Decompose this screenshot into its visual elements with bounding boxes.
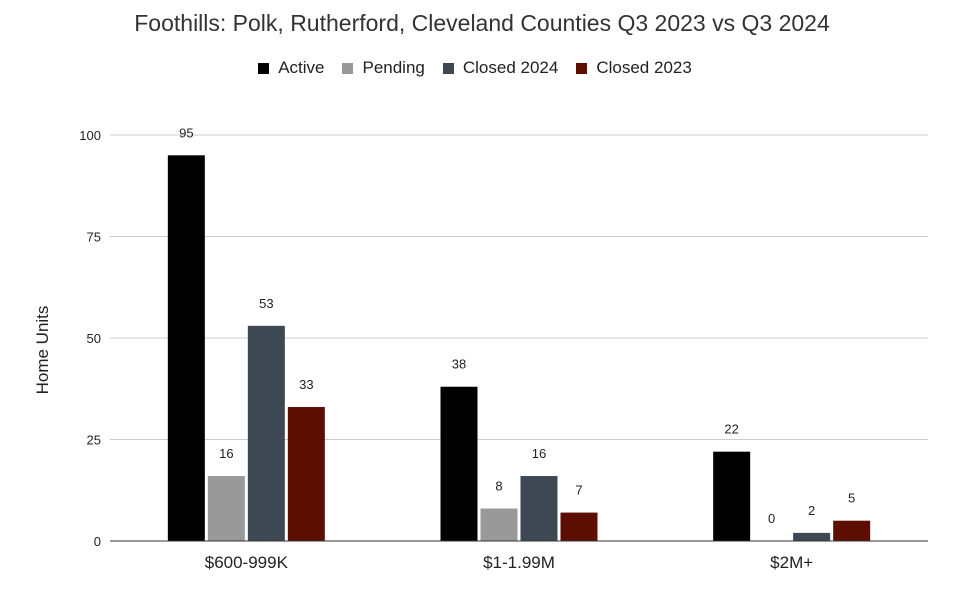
bar-active-600-999k [167, 155, 205, 542]
bar-closed-2023-2m [833, 520, 871, 541]
legend-swatch-closed-2024 [442, 62, 454, 74]
data-label-pending-2m: 0 [768, 511, 775, 526]
data-label-active-600-999k: 95 [179, 125, 193, 140]
y-tick-label-100: 100 [79, 128, 101, 143]
bar-active-1-1-99m [440, 386, 478, 541]
legend-item-active: Active [258, 58, 324, 78]
legend-item-closed-2024: Closed 2024 [442, 58, 559, 78]
bar-closed-2024-2m [793, 532, 831, 541]
legend-label-closed-2023: Closed 2023 [596, 58, 692, 77]
bar-closed-2023-1-1-99m [560, 512, 598, 541]
bar-pending-600-999k [207, 476, 245, 541]
legend-item-pending: Pending [342, 58, 425, 78]
bar-closed-2024-1-1-99m [520, 476, 558, 541]
data-label-closed-2023-2m: 5 [848, 491, 855, 506]
x-tick-label-2m: $2M+ [770, 553, 813, 572]
bar-pending-1-1-99m [480, 508, 518, 541]
legend-label-closed-2024: Closed 2024 [462, 58, 559, 77]
x-tick-label-600-999k: $600-999K [205, 553, 289, 572]
legend-label-pending: Pending [362, 58, 425, 77]
data-label-pending-600-999k: 16 [219, 446, 233, 461]
legend-swatch-active [258, 62, 270, 74]
y-tick-label-50: 50 [87, 331, 101, 346]
y-tick-label-25: 25 [87, 433, 101, 448]
chart-title: Foothills: Polk, Rutherford, Cleveland C… [134, 10, 830, 36]
data-label-closed-2023-1-1-99m: 7 [575, 483, 582, 498]
data-label-closed-2024-600-999k: 53 [259, 296, 273, 311]
data-label-pending-1-1-99m: 8 [495, 479, 502, 494]
chart-legend: Active Pending Closed 2024 Closed 2023 [0, 58, 950, 78]
legend-label-active: Active [278, 58, 325, 77]
bar-active-2m [713, 451, 751, 541]
data-label-closed-2024-1-1-99m: 16 [532, 446, 546, 461]
y-tick-label-75: 75 [87, 230, 101, 245]
data-label-closed-2023-600-999k: 33 [299, 377, 313, 392]
data-label-closed-2024-2m: 2 [808, 503, 815, 518]
legend-swatch-closed-2023 [576, 62, 588, 74]
legend-swatch-pending [342, 62, 354, 74]
bar-closed-2024-600-999k [247, 325, 285, 541]
data-label-active-2m: 22 [724, 422, 738, 437]
data-label-active-1-1-99m: 38 [452, 357, 466, 372]
bar-closed-2023-600-999k [287, 407, 325, 541]
legend-item-closed-2023: Closed 2023 [576, 58, 692, 78]
x-tick-label-1-1-99m: $1-1.99M [483, 553, 555, 572]
y-tick-label-0: 0 [94, 534, 101, 549]
